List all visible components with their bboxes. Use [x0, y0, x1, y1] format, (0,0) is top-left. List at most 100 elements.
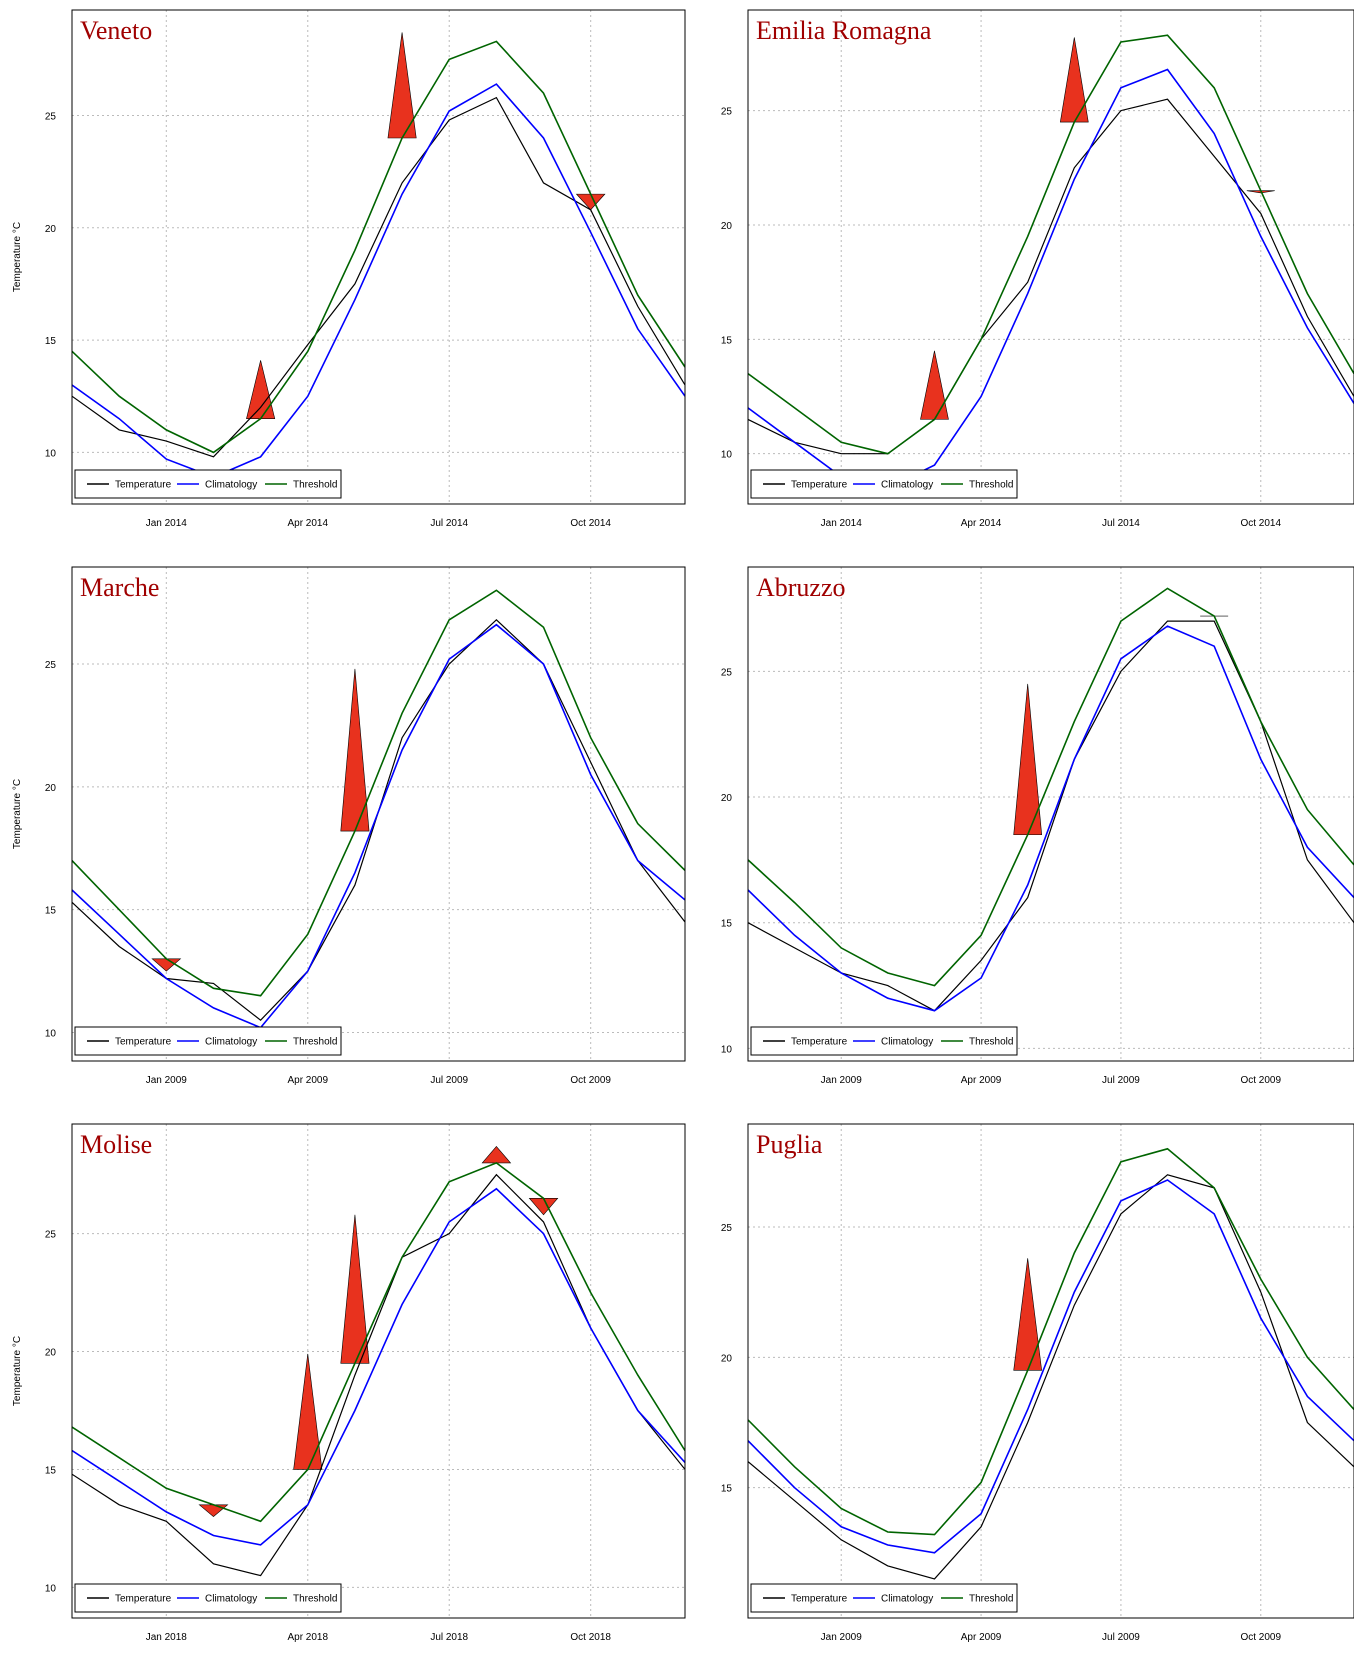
legend-label: Temperature — [115, 1594, 172, 1605]
y-tick-label: 20 — [45, 783, 57, 794]
x-tick-label: Oct 2014 — [570, 518, 611, 529]
legend-box — [74, 469, 342, 499]
y-tick-label: 20 — [45, 224, 57, 235]
legend: Temperature Climatology Threshold — [74, 1583, 342, 1613]
legend-label: Climatology — [881, 1594, 933, 1605]
series-line — [748, 625, 1354, 1012]
series-line — [748, 1174, 1354, 1580]
legend-label: Climatology — [205, 480, 257, 491]
legend: Temperature Climatology Threshold — [750, 1026, 1018, 1056]
x-tick-label: Apr 2009 — [961, 1075, 1002, 1086]
panel: Jan 2018 Apr 2018 Jul 2018 Oct 2018 10 15 20 25… — [12, 1123, 686, 1643]
x-tick-label: Jan 2014 — [821, 518, 863, 529]
legend-label: Climatology — [205, 1594, 257, 1605]
plot-area — [748, 587, 1354, 1012]
plot-frame — [71, 1123, 686, 1619]
plot-frame — [747, 1123, 1354, 1619]
y-tick-label: 10 — [721, 1044, 733, 1055]
x-tick-label: Jul 2009 — [430, 1075, 468, 1086]
x-tick-label: Jan 2009 — [821, 1075, 863, 1086]
series-line — [748, 68, 1354, 489]
panel: Jan 2009 Apr 2009 Jul 2009 Oct 2009 10 15 20 25… — [721, 566, 1354, 1086]
legend: Temperature Climatology Threshold — [74, 469, 342, 499]
legend-label: Climatology — [881, 1037, 933, 1048]
legend-label: Threshold — [969, 1594, 1013, 1605]
panel-title: Abruzzo — [756, 573, 846, 602]
series-line — [748, 98, 1354, 455]
series-line — [748, 1147, 1354, 1536]
series-line — [72, 589, 685, 997]
legend-label: Threshold — [969, 1037, 1013, 1048]
x-tick-label: Jul 2009 — [1102, 1632, 1140, 1643]
plot-frame — [747, 9, 1354, 505]
heatwave-event — [1013, 1258, 1043, 1371]
series-line — [72, 1173, 685, 1577]
series-line — [748, 34, 1354, 455]
x-tick-label: Jul 2014 — [1102, 518, 1140, 529]
legend-label: Threshold — [293, 1594, 337, 1605]
series-line — [72, 1161, 685, 1523]
series-line — [748, 587, 1354, 987]
series-line — [72, 96, 685, 458]
panel: Jan 2009 Apr 2009 Jul 2009 Oct 2009 10 15 20 25… — [12, 566, 686, 1086]
legend-label: Threshold — [293, 480, 337, 491]
y-tick-label: 25 — [721, 1223, 733, 1234]
x-tick-label: Oct 2009 — [1240, 1075, 1281, 1086]
heatwave-event — [198, 1504, 229, 1517]
x-tick-label: Oct 2014 — [1240, 518, 1281, 529]
legend-box — [750, 1583, 1018, 1613]
x-tick-label: Apr 2009 — [961, 1632, 1002, 1643]
plot-area — [72, 1145, 685, 1577]
heatwave-event — [575, 193, 606, 211]
legend: Temperature Climatology Threshold — [750, 469, 1018, 499]
series-line — [72, 623, 685, 1029]
legend-label: Threshold — [293, 1037, 337, 1048]
panel-title: Molise — [80, 1130, 152, 1159]
y-tick-label: 20 — [721, 221, 733, 232]
panel-title: Emilia Romagna — [756, 16, 932, 45]
x-tick-label: Oct 2018 — [570, 1632, 611, 1643]
y-tick-label: 15 — [721, 919, 733, 930]
legend-label: Temperature — [791, 1037, 848, 1048]
legend-label: Climatology — [881, 480, 933, 491]
panel: Jan 2014 Apr 2014 Jul 2014 Oct 2014 10 15 20 25… — [12, 9, 686, 529]
y-tick-label: 10 — [45, 1583, 57, 1594]
legend-label: Temperature — [791, 1594, 848, 1605]
legend-label: Temperature — [791, 480, 848, 491]
panel-title: Marche — [80, 573, 159, 602]
plot-area — [72, 32, 685, 478]
y-tick-label: 25 — [45, 112, 57, 123]
y-axis-label: Temperature °C — [12, 779, 23, 849]
legend-box — [74, 1026, 342, 1056]
panel: Jan 2009 Apr 2009 Jul 2009 Oct 2009 15 20 25 Pu… — [721, 1123, 1354, 1643]
plot-frame — [747, 566, 1354, 1062]
legend-box — [750, 469, 1018, 499]
series-line — [748, 620, 1354, 1012]
x-tick-label: Jul 2009 — [1102, 1075, 1140, 1086]
plot-area — [748, 34, 1354, 489]
series-line — [72, 1187, 685, 1546]
x-tick-label: Apr 2009 — [287, 1075, 328, 1086]
series-line — [72, 40, 685, 454]
y-tick-label: 20 — [45, 1348, 57, 1359]
legend-box — [750, 1026, 1018, 1056]
y-tick-label: 15 — [45, 906, 57, 917]
x-tick-label: Jul 2014 — [430, 518, 468, 529]
legend: Temperature Climatology Threshold — [74, 1026, 342, 1056]
y-tick-label: 15 — [721, 335, 733, 346]
y-tick-label: 25 — [721, 667, 733, 678]
heatwave-event — [246, 360, 276, 419]
y-tick-label: 10 — [45, 1029, 57, 1040]
legend-label: Temperature — [115, 480, 172, 491]
panel-title: Veneto — [80, 16, 152, 45]
panel-title: Puglia — [756, 1130, 823, 1159]
y-tick-label: 10 — [721, 450, 733, 461]
plot-frame — [71, 566, 686, 1062]
y-tick-label: 25 — [721, 107, 733, 118]
x-tick-label: Apr 2014 — [961, 518, 1002, 529]
y-tick-label: 15 — [45, 336, 57, 347]
y-tick-label: 25 — [45, 660, 57, 671]
x-tick-label: Jan 2009 — [821, 1632, 863, 1643]
y-axis-label: Temperature °C — [12, 1336, 23, 1406]
